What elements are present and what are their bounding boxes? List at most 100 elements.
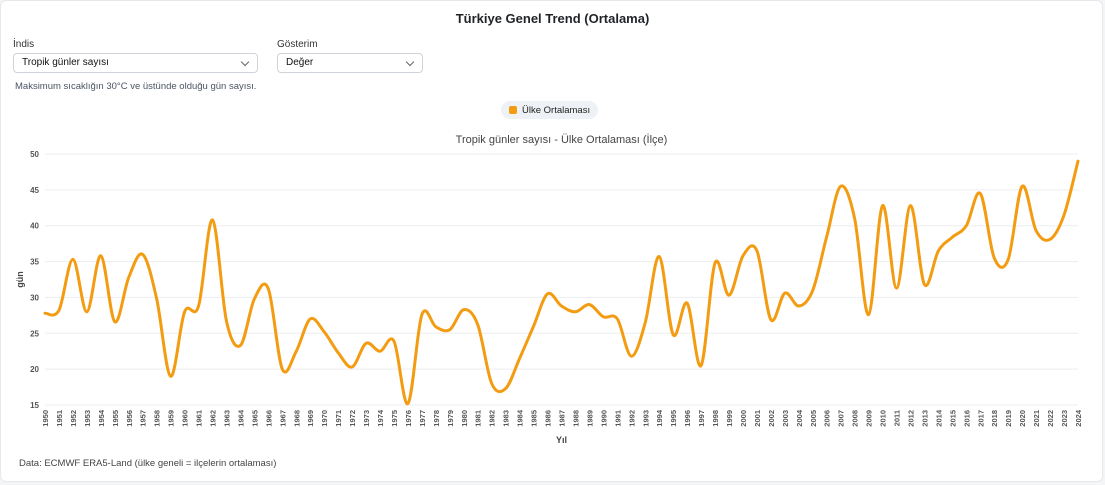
x-tick-label: 1957	[139, 410, 148, 427]
y-tick-label: 15	[30, 401, 39, 410]
x-tick-label: 1990	[599, 410, 608, 427]
x-tick-label: 1973	[362, 410, 371, 427]
x-tick-label: 1998	[711, 410, 720, 427]
y-tick-label: 30	[30, 293, 39, 302]
y-tick-label: 40	[30, 222, 39, 231]
x-tick-label: 1992	[627, 410, 636, 427]
x-tick-label: 2013	[920, 410, 929, 427]
x-tick-label: 1958	[153, 410, 162, 427]
x-tick-label: 1987	[558, 410, 567, 427]
chevron-down-icon	[405, 57, 415, 67]
x-tick-label: 1963	[222, 410, 231, 427]
x-tick-label: 2022	[1046, 410, 1055, 427]
x-tick-label: 1976	[404, 410, 413, 427]
x-tick-label: 1953	[83, 410, 92, 427]
x-tick-label: 1950	[41, 410, 50, 427]
x-tick-label: 1995	[669, 410, 678, 427]
x-tick-label: 2024	[1074, 409, 1083, 427]
display-select-value: Değer	[286, 57, 314, 68]
x-tick-label: 1994	[655, 409, 664, 427]
x-tick-label: 1977	[418, 410, 427, 427]
series-line	[43, 159, 1080, 406]
y-axis-label: gün	[15, 271, 25, 288]
x-tick-label: 1996	[683, 410, 692, 427]
x-tick-label: 1986	[544, 410, 553, 427]
x-tick-label: 1952	[69, 410, 78, 427]
x-tick-label: 2014	[934, 409, 943, 427]
x-tick-label: 1980	[460, 410, 469, 427]
x-tick-label: 2011	[893, 410, 902, 426]
index-label: İndis	[13, 39, 35, 50]
x-tick-label: 2008	[851, 410, 860, 427]
x-tick-label: 1951	[55, 410, 64, 427]
x-tick-label: 1964	[236, 409, 245, 427]
trend-chart: Tropik günler sayısı - Ülke Ortalaması (…	[15, 133, 1083, 445]
x-tick-label: 1983	[502, 410, 511, 427]
display-select[interactable]: Değer	[277, 53, 423, 73]
display-label: Gösterim	[277, 39, 318, 50]
x-tick-label: 1969	[306, 410, 315, 427]
x-tick-label: 2023	[1060, 410, 1069, 427]
x-axis-label: Yıl	[556, 435, 567, 445]
x-tick-label: 1989	[585, 410, 594, 427]
x-tick-label: 2000	[739, 410, 748, 427]
y-tick-label: 35	[30, 258, 39, 267]
x-tick-label: 1971	[334, 410, 343, 427]
x-tick-label: 1993	[641, 410, 650, 427]
legend-swatch	[509, 106, 517, 114]
chart-title: Tropik günler sayısı - Ülke Ortalaması (…	[456, 133, 668, 146]
x-tick-label: 1985	[530, 410, 539, 427]
index-description: Maksimum sıcaklığın 30°C ve üstünde oldu…	[15, 81, 257, 92]
x-tick-label: 1956	[125, 410, 134, 427]
x-tick-label: 2010	[879, 410, 888, 427]
x-tick-label: 1970	[320, 410, 329, 427]
page-title: Türkiye Genel Trend (Ortalama)	[455, 11, 650, 26]
x-tick-label: 1972	[348, 410, 357, 427]
x-tick-label: 1975	[390, 410, 399, 427]
chevron-down-icon	[240, 57, 250, 67]
x-tick-label: 1974	[376, 409, 385, 427]
index-select-value: Tropik günler sayısı	[22, 57, 109, 68]
x-tick-label: 1982	[488, 410, 497, 427]
x-tick-label: 1968	[292, 410, 301, 427]
x-tick-label: 2017	[976, 410, 985, 427]
x-tick-label: 1967	[278, 410, 287, 427]
x-tick-label: 2006	[823, 410, 832, 427]
x-tick-label: 1962	[209, 410, 218, 427]
x-tick-label: 1961	[195, 410, 204, 427]
y-tick-label: 45	[30, 186, 39, 195]
y-tick-label: 25	[30, 329, 39, 338]
legend-item[interactable]: Ülke Ortalaması	[501, 101, 599, 119]
x-tick-label: 2015	[948, 410, 957, 427]
x-tick-label: 1979	[446, 410, 455, 427]
x-tick-label: 1991	[613, 410, 622, 427]
x-tick-label: 2003	[781, 410, 790, 427]
x-tick-label: 2012	[906, 410, 915, 427]
x-tick-label: 2001	[753, 410, 762, 427]
x-tick-label: 2005	[809, 410, 818, 427]
x-tick-label: 2009	[865, 410, 874, 427]
x-tick-label: 2002	[767, 410, 776, 427]
x-tick-label: 1960	[181, 410, 190, 427]
x-tick-label: 1959	[167, 410, 176, 427]
data-source-note: Data: ECMWF ERA5-Land (ülke geneli = ilç…	[19, 458, 277, 469]
x-tick-label: 1984	[516, 409, 525, 427]
legend-label: Ülke Ortalaması	[522, 104, 591, 116]
y-tick-label: 50	[30, 150, 39, 159]
x-tick-label: 2020	[1018, 410, 1027, 427]
x-tick-label: 2018	[990, 410, 999, 427]
x-tick-label: 1955	[111, 410, 120, 427]
y-tick-label: 20	[30, 365, 39, 374]
x-tick-label: 1954	[97, 409, 106, 427]
x-tick-label: 2016	[962, 410, 971, 427]
x-tick-label: 1966	[264, 410, 273, 427]
x-tick-label: 1997	[697, 410, 706, 427]
x-tick-label: 2019	[1004, 410, 1013, 427]
x-tick-label: 1978	[432, 410, 441, 427]
x-tick-label: 2007	[837, 410, 846, 427]
x-tick-label: 1981	[474, 410, 483, 427]
x-tick-label: 2021	[1032, 410, 1041, 427]
x-tick-label: 2004	[795, 409, 804, 427]
index-select[interactable]: Tropik günler sayısı	[13, 53, 258, 73]
